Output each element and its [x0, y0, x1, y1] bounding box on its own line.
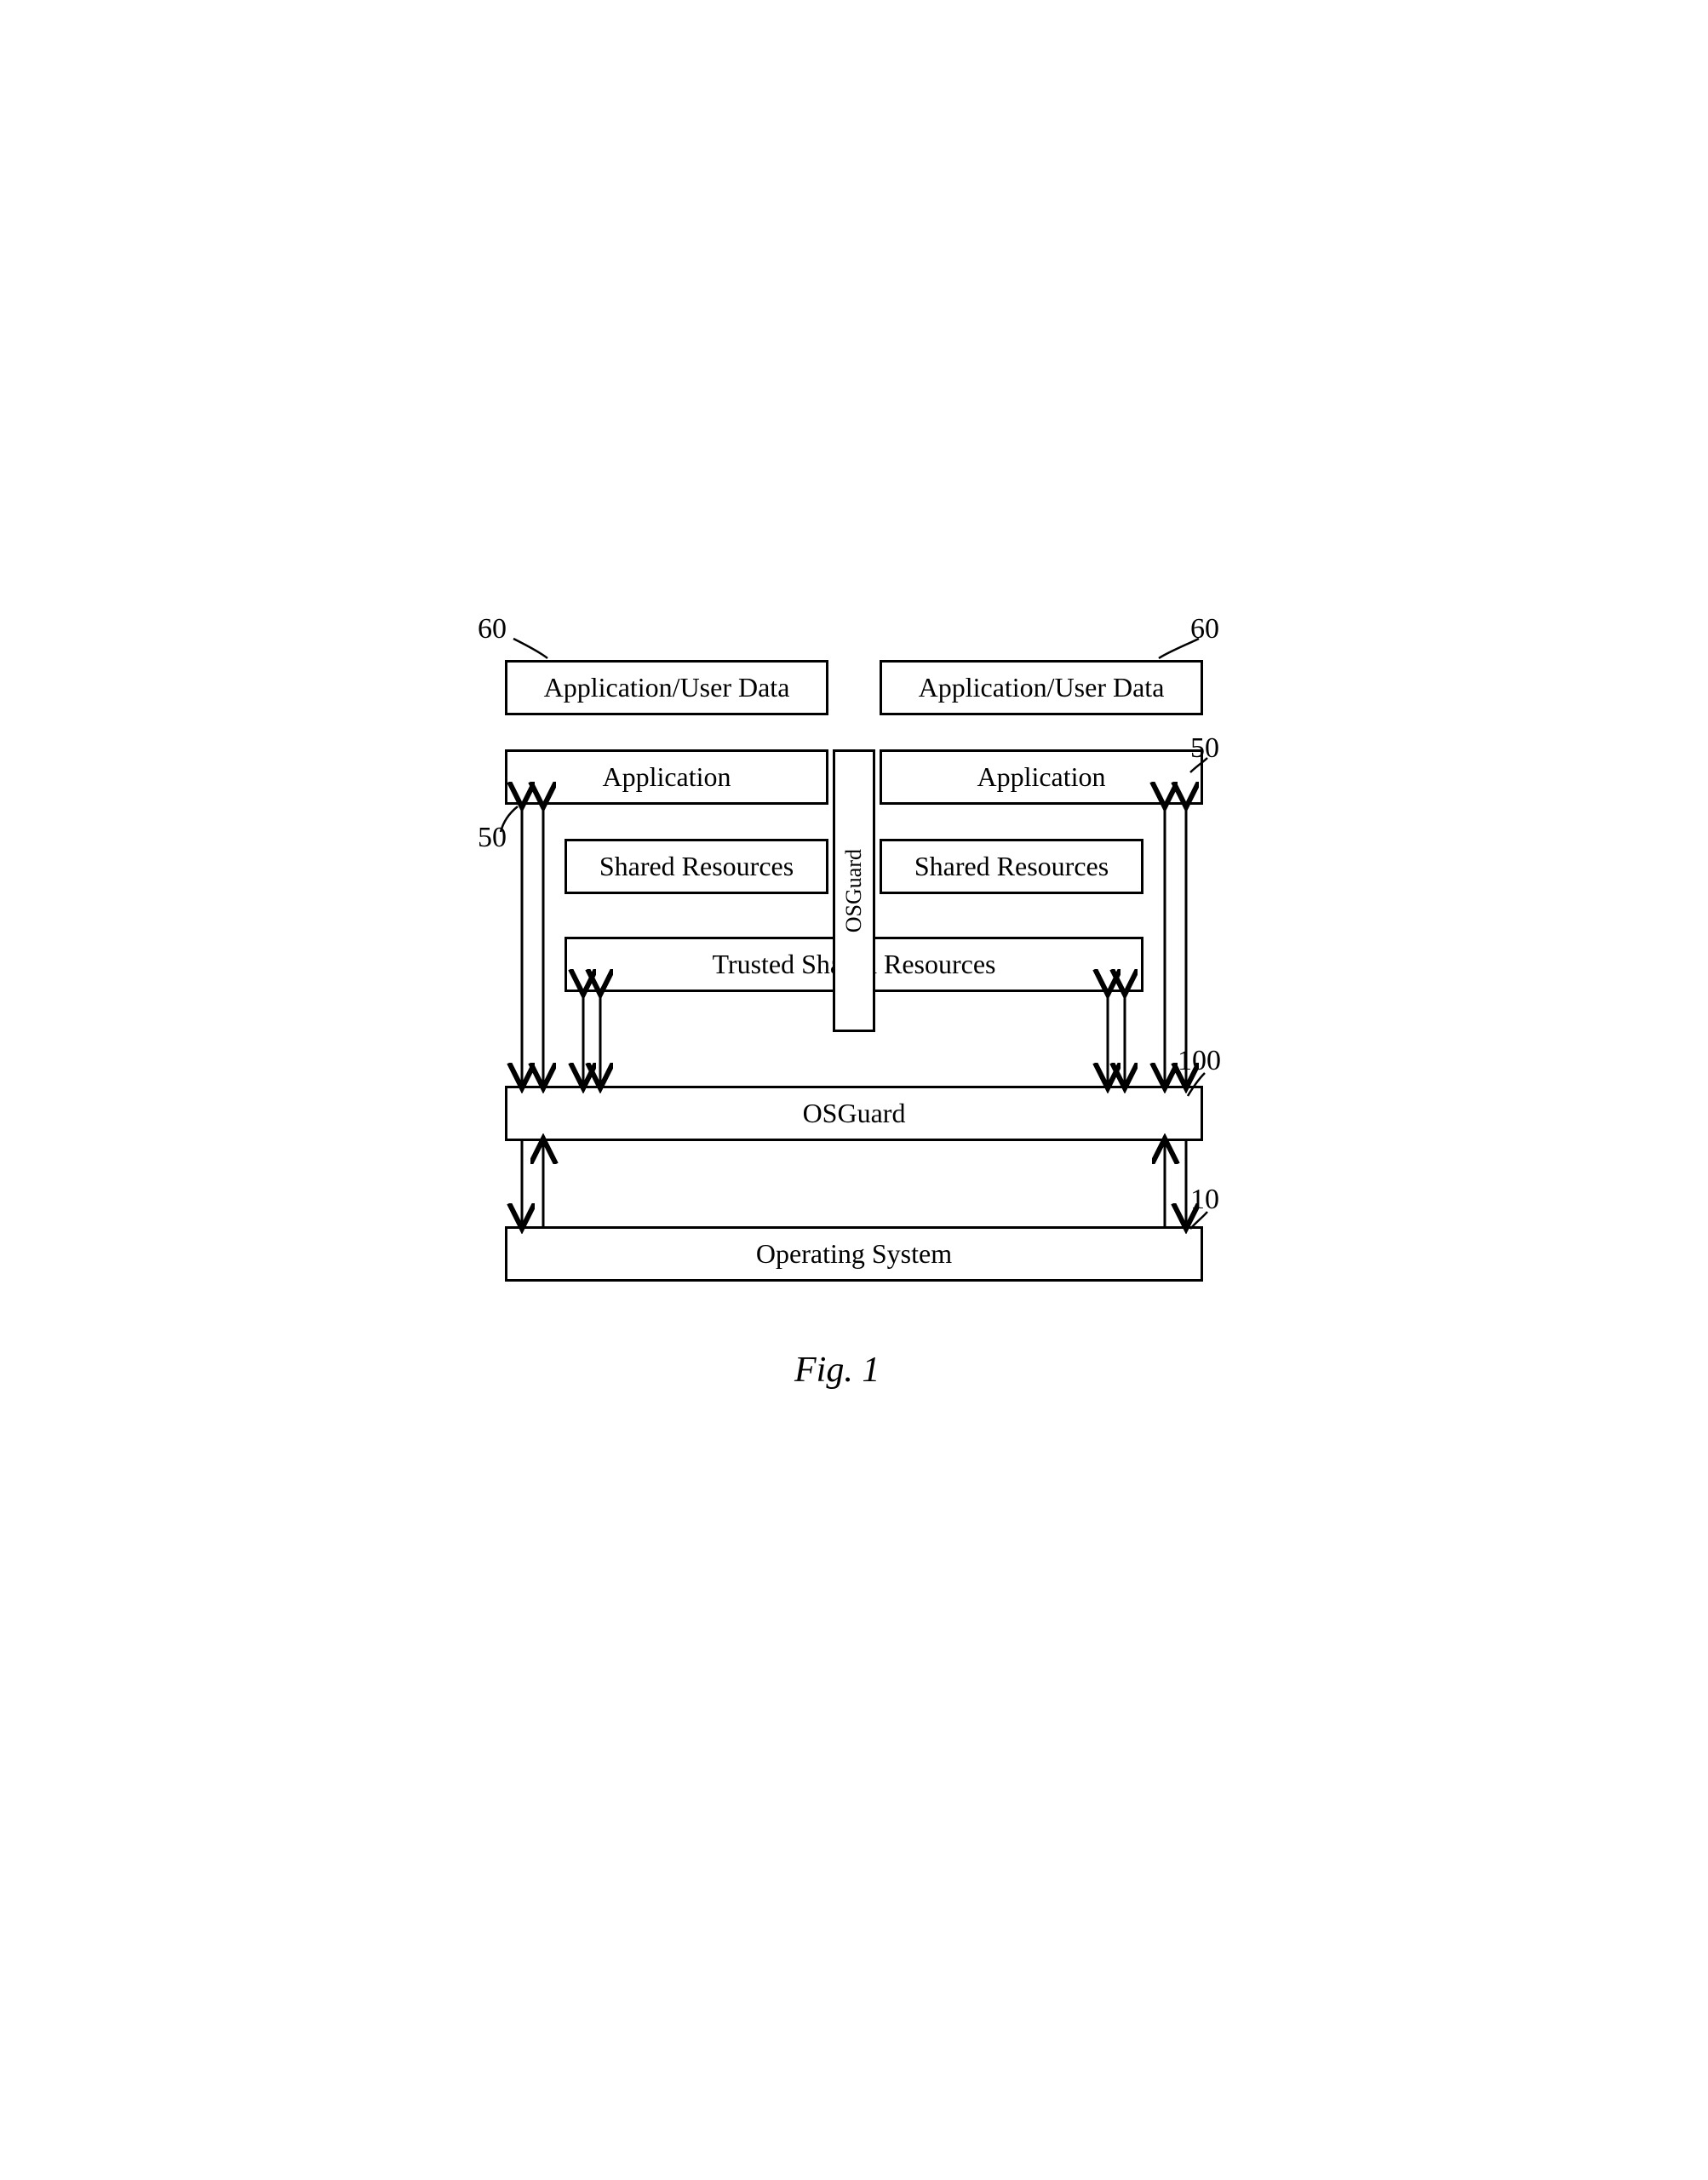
callout-10: 10 [1190, 1184, 1219, 1216]
label: Application/User Data [544, 672, 790, 703]
box-osguard-vertical: OSGuard [833, 749, 875, 1032]
callout-60-left: 60 [478, 613, 507, 645]
callout-100: 100 [1178, 1045, 1221, 1077]
label: Shared Resources [599, 851, 794, 882]
label: Operating System [756, 1238, 952, 1270]
box-appdata-left: Application/User Data [505, 660, 828, 715]
callout-50-right: 50 [1190, 732, 1219, 765]
label: OSGuard [841, 849, 867, 932]
box-shared-right: Shared Resources [880, 839, 1143, 894]
figure-caption: Fig. 1 [794, 1350, 880, 1391]
box-shared-left: Shared Resources [565, 839, 828, 894]
architecture-diagram: Application/User Data Application/User D… [471, 600, 1237, 1580]
box-app-right: Application [880, 749, 1203, 805]
label: Application/User Data [919, 672, 1165, 703]
box-os: Operating System [505, 1226, 1203, 1282]
box-osguard-horizontal: OSGuard [505, 1086, 1203, 1141]
box-appdata-right: Application/User Data [880, 660, 1203, 715]
label: Application [602, 761, 731, 793]
callout-60-right: 60 [1190, 613, 1219, 645]
label: Shared Resources [914, 851, 1109, 882]
box-app-left: Application [505, 749, 828, 805]
callout-50-left: 50 [478, 822, 507, 854]
label: OSGuard [803, 1098, 906, 1129]
label: Application [977, 761, 1105, 793]
